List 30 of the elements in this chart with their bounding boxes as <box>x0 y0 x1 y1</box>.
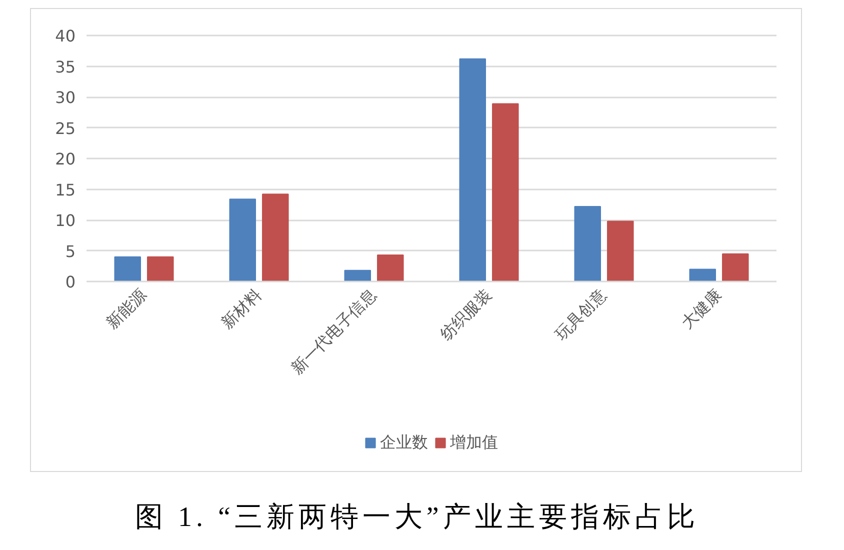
bar <box>229 198 256 282</box>
bar <box>459 58 486 282</box>
bar <box>147 256 174 282</box>
x-tick-label: 玩具创意 <box>552 286 610 344</box>
bar <box>377 254 404 282</box>
y-tick-label: 5 <box>65 242 76 261</box>
x-tick-label: 大健康 <box>678 286 726 332</box>
bar <box>344 270 371 282</box>
bar <box>689 268 716 282</box>
bar <box>262 194 289 282</box>
x-tick-label: 纺织服装 <box>437 286 496 344</box>
y-tick-label: 40 <box>55 26 76 46</box>
bar <box>574 206 601 282</box>
bar <box>114 256 141 282</box>
x-tick-label: 新能源 <box>103 286 150 332</box>
text: 图 1. “三新两特一大”产业主要指标占比 <box>135 501 699 535</box>
y-tick-label: 0 <box>65 272 76 292</box>
x-tick-label: 新一代电子信息 <box>288 286 380 378</box>
y-tick-label: 35 <box>55 57 76 76</box>
legend-label: 企业数 <box>380 433 428 453</box>
y-tick-label: 10 <box>55 211 76 230</box>
y-tick-label: 15 <box>55 180 76 200</box>
bar <box>722 253 749 282</box>
bar <box>492 103 519 282</box>
x-tick-label: 新材料 <box>218 286 266 332</box>
y-tick-label: 30 <box>55 88 76 107</box>
legend-label: 增加值 <box>450 433 498 453</box>
y-tick-label: 25 <box>55 118 76 138</box>
y-tick-label: 20 <box>55 150 76 168</box>
bar <box>607 220 634 282</box>
